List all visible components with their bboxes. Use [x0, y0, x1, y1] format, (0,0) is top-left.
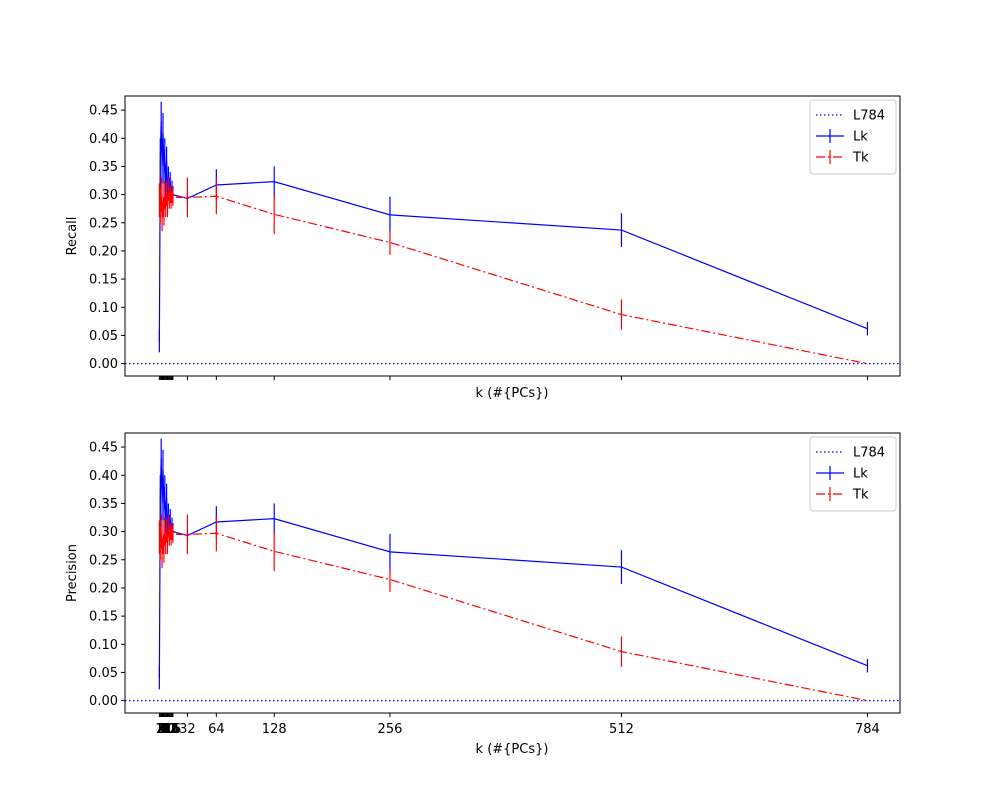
precision-x-tick-label: 32: [179, 722, 196, 737]
precision-legend-box: [809, 436, 897, 512]
recall-legend-label-lk: Lk: [853, 130, 868, 145]
precision-legend-label-tk: Tk: [852, 488, 869, 503]
precision-x-tick-label: 16: [165, 722, 182, 737]
recall-plot: 0.00 0.05 0.10 0.15 0.20 0.25 0.30 0.35 0.40 0.45…: [65, 95, 901, 401]
precision-x-tick-label: 64: [208, 722, 225, 737]
precision-x-tick-label: 8: [162, 722, 170, 737]
precision-y-axis-label: Precision: [65, 544, 80, 602]
precision-legend-label-lk: Lk: [853, 467, 868, 482]
recall-y-tick-label: 0.00: [89, 357, 118, 372]
recall-x-ticks: [158, 376, 868, 380]
recall-y-ticks: 0.00 0.05 0.10 0.15 0.20 0.25 0.30 0.35 0.40 0.45: [89, 104, 125, 372]
recall-x-axis-label: k (#{PCs}): [476, 386, 549, 401]
precision-plot: 0.00 0.05 0.10 0.15 0.20 0.25 0.30 0.35 0.40 0.45…: [65, 432, 901, 757]
recall-legend-label-l784: L784: [853, 109, 885, 124]
precision-x-tick-label: 1: [155, 722, 163, 737]
precision-x-tick-label: 10: [159, 722, 176, 737]
recall-y-tick-label: 0.10: [89, 301, 118, 316]
recall-y-tick-label: 0.05: [89, 329, 118, 344]
precision-x-tick-label: 5: [159, 722, 167, 737]
precision-x-tick-label: 4: [158, 722, 166, 737]
precision-x-tick-label: 2: [156, 722, 164, 737]
precision-legend-label-l784: L784: [853, 446, 885, 461]
precision-y-tick-label: 0.10: [89, 638, 118, 653]
precision-x-tick-label: 512: [609, 722, 634, 737]
recall-legend: L784 Lk Tk: [809, 99, 897, 175]
precision-x-tick-label: 7: [161, 722, 169, 737]
precision-x-tick-label: 14: [163, 722, 180, 737]
precision-y-tick-label: 0.45: [89, 441, 118, 456]
precision-x-tick-label: 6: [160, 722, 168, 737]
precision-x-tick-label: 9: [162, 722, 170, 737]
precision-y-tick-label: 0.00: [89, 694, 118, 709]
precision-legend: L784 Lk Tk: [809, 436, 897, 512]
recall-y-tick-label: 0.45: [89, 104, 118, 119]
precision-y-tick-label: 0.20: [89, 581, 118, 596]
precision-y-tick-label: 0.35: [89, 497, 118, 512]
precision-y-ticks: 0.00 0.05 0.10 0.15 0.20 0.25 0.30 0.35 0.40 0.45: [89, 441, 125, 709]
precision-plot-marks: [125, 438, 900, 702]
precision-x-tick-label: 12: [161, 722, 178, 737]
precision-plot-frame: [124, 432, 901, 714]
recall-y-tick-label: 0.20: [89, 244, 118, 259]
precision-x-axis-label: k (#{PCs}): [476, 742, 549, 757]
recall-plot-marks: [125, 101, 900, 365]
precision-y-tick-label: 0.30: [89, 525, 118, 540]
recall-plot-frame: [124, 95, 901, 377]
recall-legend-label-tk: Tk: [852, 151, 869, 166]
precision-x-tick-label: 128: [262, 722, 287, 737]
recall-y-tick-label: 0.15: [89, 273, 118, 288]
precision-y-tick-label: 0.40: [89, 469, 118, 484]
precision-x-tick-label: 256: [378, 722, 403, 737]
recall-y-tick-label: 0.30: [89, 188, 118, 203]
precision-x-tick-label: 13: [162, 722, 179, 737]
recall-y-tick-label: 0.35: [89, 160, 118, 175]
recall-legend-box: [809, 99, 897, 175]
precision-y-tick-label: 0.15: [89, 610, 118, 625]
precision-x-tick-label: 3: [157, 722, 165, 737]
recall-y-axis-label: Recall: [65, 217, 80, 256]
recall-y-tick-label: 0.40: [89, 132, 118, 147]
precision-y-tick-label: 0.25: [89, 553, 118, 568]
precision-x-tick-label: 11: [160, 722, 177, 737]
precision-y-tick-label: 0.05: [89, 666, 118, 681]
recall-y-tick-label: 0.25: [89, 216, 118, 231]
precision-x-tick-label: 15: [164, 722, 181, 737]
precision-x-tick-label: 784: [855, 722, 880, 737]
